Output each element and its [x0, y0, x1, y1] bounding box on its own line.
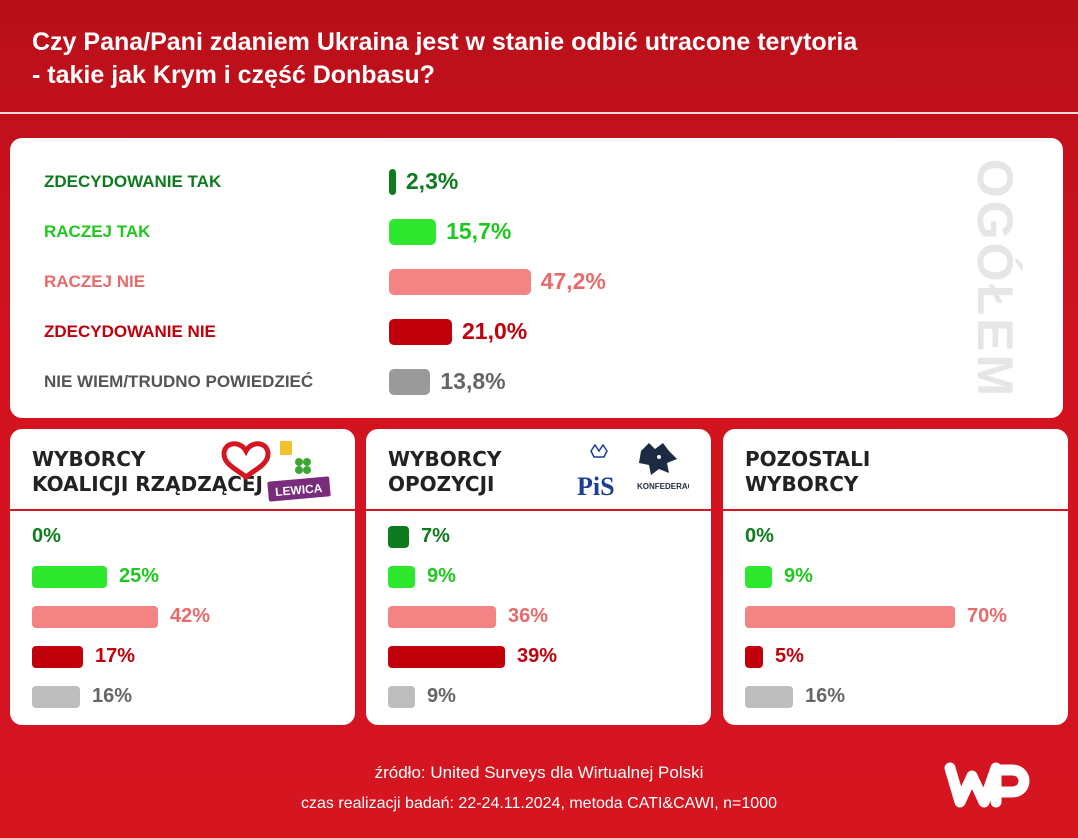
- group-bar-nie-wiem: [745, 686, 793, 708]
- group-value-raczej-tak: 9%: [427, 565, 456, 587]
- overall-bar-zdecydowanie-tak: [389, 169, 396, 195]
- lewica-logo-icon: LEWICA: [267, 476, 331, 502]
- wp-logo[interactable]: [944, 758, 1036, 816]
- group-value-zdecydowanie-nie: 39%: [517, 645, 558, 667]
- wp-logo-icon: [944, 762, 1030, 808]
- pis-logo-icon: PiS: [577, 443, 615, 501]
- group-row-raczej-tak: 9%: [388, 565, 708, 589]
- overall-bar-zdecydowanie-nie: [389, 319, 452, 345]
- group-row-raczej-nie: 42%: [32, 605, 352, 629]
- overall-bar-nie-wiem: [389, 369, 431, 395]
- overall-bar-raczej-tak: [389, 219, 437, 245]
- overall-label-nie-wiem: NIE WIEM/TRUDNO POWIEDZIEĆ: [44, 372, 314, 391]
- group-value-raczej-tak: 25%: [119, 565, 160, 587]
- group-value-raczej-nie: 42%: [170, 605, 211, 627]
- overall-bar-raczej-nie: [389, 269, 531, 295]
- method-note: czas realizacji badań: 22-24.11.2024, me…: [301, 795, 777, 812]
- overall-label-zdecydowanie-tak: ZDECYDOWANIE TAK: [44, 172, 222, 191]
- overall-label-zdecydowanie-nie: ZDECYDOWANIE NIE: [44, 322, 216, 341]
- koalicja-clover-icon: [280, 441, 311, 474]
- group-bar-raczej-tak: [745, 566, 772, 588]
- pis-logo-text: PiS: [577, 472, 615, 501]
- konfederacja-logo-icon: KONFEDERACJA: [637, 443, 704, 491]
- group-bar-zdecydowanie-tak: [388, 526, 409, 548]
- overall-value-nie-wiem: 13,8%: [440, 368, 506, 394]
- group-row-zdecydowanie-tak: 0%: [32, 525, 352, 549]
- group-bar-raczej-tak: [32, 566, 107, 588]
- heart-logo-icon: [221, 441, 271, 481]
- page-title: Czy Pana/Pani zdaniem Ukraina jest w sta…: [32, 26, 932, 92]
- overall-row-raczej-tak: RACZEJ TAK 15,7%: [10, 216, 910, 246]
- coalition-voters-title-line-2: KOALICJI RZĄDZĄCEJ: [32, 472, 263, 496]
- group-value-raczej-tak: 9%: [784, 565, 813, 587]
- group-bar-raczej-nie: [745, 606, 955, 628]
- other-voters-title-line-1: POZOSTALI: [745, 447, 871, 471]
- group-row-zdecydowanie-nie: 17%: [32, 645, 352, 669]
- group-bar-raczej-tak: [388, 566, 415, 588]
- other-voters-title-line-2: WYBORCY: [745, 472, 859, 496]
- konfederacja-logo-text: KONFEDERACJA: [637, 482, 689, 491]
- group-row-zdecydowanie-tak: 7%: [388, 525, 708, 549]
- group-row-zdecydowanie-tak: 0%: [745, 525, 1065, 549]
- group-bar-raczej-nie: [388, 606, 496, 628]
- overall-row-zdecydowanie-nie: ZDECYDOWANIE NIE 21,0%: [10, 316, 910, 346]
- group-value-nie-wiem: 9%: [427, 685, 456, 707]
- title-divider: [0, 112, 1078, 114]
- card-divider: [723, 509, 1068, 511]
- overall-value-raczej-nie: 47,2%: [540, 268, 606, 294]
- group-row-raczej-nie: 36%: [388, 605, 708, 629]
- group-value-zdecydowanie-tak: 7%: [421, 525, 450, 547]
- group-bar-nie-wiem: [388, 686, 415, 708]
- coalition-voters-title: WYBORCY KOALICJI RZĄDZĄCEJ: [32, 447, 272, 497]
- card-divider: [366, 509, 711, 511]
- group-row-nie-wiem: 16%: [745, 685, 1065, 709]
- overall-label-raczej-nie: RACZEJ NIE: [44, 272, 146, 291]
- card-divider: [10, 509, 355, 511]
- group-value-zdecydowanie-nie: 5%: [775, 645, 804, 667]
- group-bar-zdecydowanie-nie: [745, 646, 763, 668]
- lewica-logo-text: LEWICA: [275, 481, 324, 499]
- group-value-zdecydowanie-tak: 0%: [745, 525, 774, 547]
- other-voters-card: POZOSTALI WYBORCY 0% 9% 70% 5% 16%: [723, 429, 1068, 725]
- opposition-logos: PiS KONFEDERACJA: [569, 437, 704, 503]
- overall-side-label: OGÓŁEM: [965, 156, 1025, 401]
- group-row-raczej-tak: 9%: [745, 565, 1065, 589]
- overall-value-zdecydowanie-nie: 21,0%: [462, 318, 528, 344]
- group-value-zdecydowanie-tak: 0%: [32, 525, 61, 547]
- group-bar-nie-wiem: [32, 686, 80, 708]
- opposition-voters-card: WYBORCY OPOZYCJI PiS KONFEDERACJA 7% 9% 36…: [366, 429, 711, 725]
- group-value-nie-wiem: 16%: [92, 685, 133, 707]
- group-value-raczej-nie: 70%: [967, 605, 1008, 627]
- source-note: źródło: United Surveys dla Wirtualnej Po…: [374, 763, 704, 782]
- group-bar-zdecydowanie-nie: [32, 646, 83, 668]
- overall-value-raczej-tak: 15,7%: [446, 218, 512, 244]
- group-bar-raczej-nie: [32, 606, 158, 628]
- group-row-raczej-nie: 70%: [745, 605, 1065, 629]
- group-row-raczej-tak: 25%: [32, 565, 352, 589]
- opposition-voters-title-line-1: WYBORCY: [388, 447, 502, 471]
- coalition-voters-title-line-1: WYBORCY: [32, 447, 146, 471]
- other-voters-title: POZOSTALI WYBORCY: [745, 447, 985, 497]
- group-row-zdecydowanie-nie: 39%: [388, 645, 708, 669]
- coalition-voters-card: WYBORCY KOALICJI RZĄDZĄCEJ LEWICA 0% 25% 4…: [10, 429, 355, 725]
- overall-title: OGÓŁEM: [967, 158, 1023, 399]
- group-row-nie-wiem: 16%: [32, 685, 352, 709]
- overall-row-zdecydowanie-tak: ZDECYDOWANIE TAK 2,3%: [10, 166, 910, 196]
- title-line-1: Czy Pana/Pani zdaniem Ukraina jest w sta…: [32, 28, 858, 56]
- overall-row-raczej-nie: RACZEJ NIE 47,2%: [10, 266, 910, 296]
- group-row-zdecydowanie-nie: 5%: [745, 645, 1065, 669]
- overall-row-nie-wiem: NIE WIEM/TRUDNO POWIEDZIEĆ 13,8%: [10, 366, 910, 396]
- title-line-2: - takie jak Krym i część Donbasu?: [32, 61, 435, 89]
- overall-label-raczej-tak: RACZEJ TAK: [44, 222, 151, 241]
- group-value-raczej-nie: 36%: [508, 605, 549, 627]
- overall-results-card: ZDECYDOWANIE TAK 2,3% RACZEJ TAK 15,7% RACZE…: [10, 138, 1063, 418]
- group-bar-zdecydowanie-nie: [388, 646, 505, 668]
- opposition-voters-title-line-2: OPOZYCJI: [388, 472, 495, 496]
- group-value-zdecydowanie-nie: 17%: [95, 645, 136, 667]
- opposition-voters-title: WYBORCY OPOZYCJI: [388, 447, 628, 497]
- group-value-nie-wiem: 16%: [805, 685, 846, 707]
- coalition-logos: LEWICA: [213, 437, 333, 503]
- group-row-nie-wiem: 9%: [388, 685, 708, 709]
- overall-value-zdecydowanie-tak: 2,3%: [405, 168, 459, 194]
